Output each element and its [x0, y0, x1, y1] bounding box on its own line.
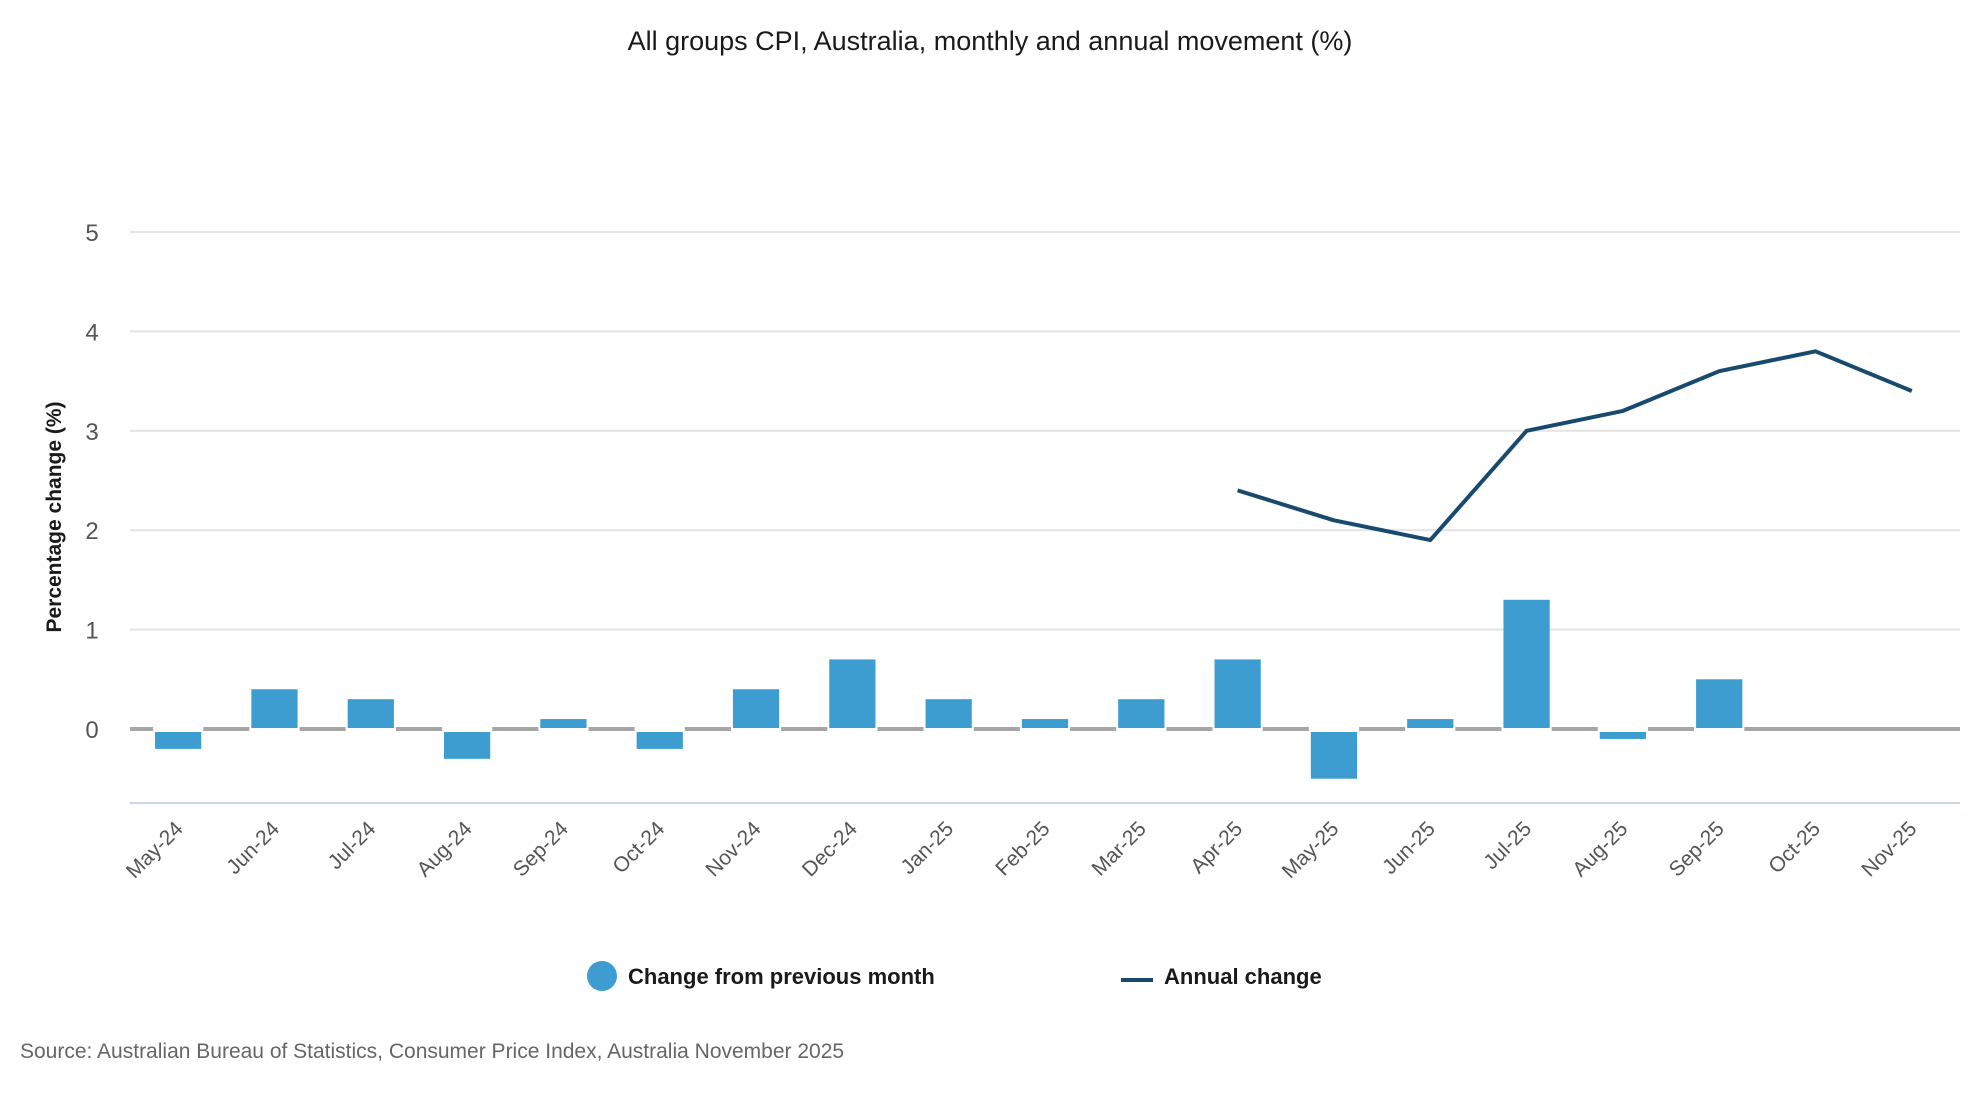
x-tick-label: Sep-25	[1665, 817, 1729, 881]
bar-Jan-25	[925, 699, 972, 728]
x-tick-label: Jul-24	[324, 817, 381, 874]
x-tick-label: Apr-25	[1186, 817, 1247, 878]
bar-Oct-24	[636, 732, 683, 749]
x-tick-label: Jun-24	[222, 817, 284, 879]
bar-Nov-24	[732, 689, 780, 728]
bar-gap	[634, 726, 685, 732]
bar-gap	[1308, 726, 1360, 732]
annual-change-line	[1237, 349, 1913, 543]
bar-series-monthly-change	[153, 599, 1745, 779]
x-tick-label: Nov-25	[1857, 817, 1921, 881]
y-tick-label: 1	[85, 618, 98, 645]
y-tick-label: 2	[85, 518, 98, 545]
bar-gap	[1597, 726, 1649, 732]
bar-Mar-25	[1118, 699, 1165, 728]
bar-gap	[249, 726, 300, 732]
x-tick-label: Aug-25	[1568, 817, 1632, 881]
legend-item-monthly-change[interactable]: Change from previous month	[587, 961, 935, 991]
y-axis-ticks: 0 1 2 3 4 5	[85, 220, 98, 744]
bar-gap	[345, 726, 396, 732]
line-series-annual-change	[1237, 349, 1913, 543]
y-tick-label: 5	[85, 220, 98, 247]
x-tick-label: Sep-24	[509, 817, 573, 881]
x-tick-label: Oct-24	[608, 817, 669, 878]
bar-gap	[1019, 726, 1071, 732]
bar-gap	[1212, 726, 1263, 732]
y-tick-label: 4	[85, 319, 98, 346]
x-axis-labels: May-24 Jun-24 Jul-24 Aug-24 Sep-24 Oct-24 Nov-…	[122, 817, 1921, 883]
bar-Aug-25	[1599, 732, 1647, 739]
x-tick-label: Oct-25	[1764, 817, 1825, 878]
bar-gap	[1501, 726, 1552, 732]
bar-Sep-25	[1696, 679, 1743, 728]
bar-gap	[1694, 726, 1745, 732]
bar-Jun-25	[1407, 719, 1454, 728]
bar-Dec-24	[829, 659, 876, 728]
bar-gap	[730, 726, 782, 732]
x-tick-label: May-25	[1278, 817, 1344, 883]
bar-May-25	[1310, 732, 1358, 779]
bar-May-24	[155, 732, 202, 749]
x-tick-label: Feb-25	[991, 817, 1054, 880]
legend-item-annual-change[interactable]: Annual change	[1121, 964, 1322, 989]
bar-gap	[827, 726, 878, 732]
gridlines	[130, 231, 1960, 631]
x-tick-label: Aug-24	[412, 817, 476, 881]
legend: Change from previous month Annual change	[587, 961, 1322, 991]
x-tick-label: Jan-25	[897, 817, 959, 879]
bar-gap	[923, 726, 974, 732]
x-tick-label: Nov-24	[701, 817, 765, 881]
bar-gap	[441, 726, 493, 732]
x-tick-label: Dec-24	[798, 817, 862, 881]
y-tick-label: 0	[85, 717, 98, 744]
bar-Feb-25	[1021, 719, 1069, 728]
x-tick-label: May-24	[122, 817, 188, 883]
bar-Sep-24	[540, 719, 587, 728]
y-axis-title: Percentage change (%)	[43, 401, 66, 632]
bar-Jun-24	[251, 689, 298, 728]
legend-label-monthly-change: Change from previous month	[628, 964, 935, 989]
bar-gap	[538, 726, 589, 732]
x-tick-label: Jul-25	[1479, 817, 1536, 874]
chart-title: All groups CPI, Australia, monthly and a…	[628, 26, 1353, 56]
bar-Aug-24	[443, 732, 491, 759]
bar-gap	[1116, 726, 1167, 732]
source-note: Source: Australian Bureau of Statistics,…	[20, 1040, 844, 1063]
y-tick-label: 3	[85, 419, 98, 446]
bar-gap	[1405, 726, 1456, 732]
bar-Jul-25	[1503, 599, 1550, 728]
bar-Apr-25	[1214, 659, 1261, 728]
x-tick-label: Mar-25	[1088, 817, 1151, 880]
x-tick-label: Jun-25	[1378, 817, 1440, 879]
legend-bar-marker-icon	[587, 961, 617, 991]
bar-Jul-24	[347, 699, 394, 728]
legend-label-annual-change: Annual change	[1164, 964, 1322, 989]
bar-gap	[153, 726, 204, 732]
